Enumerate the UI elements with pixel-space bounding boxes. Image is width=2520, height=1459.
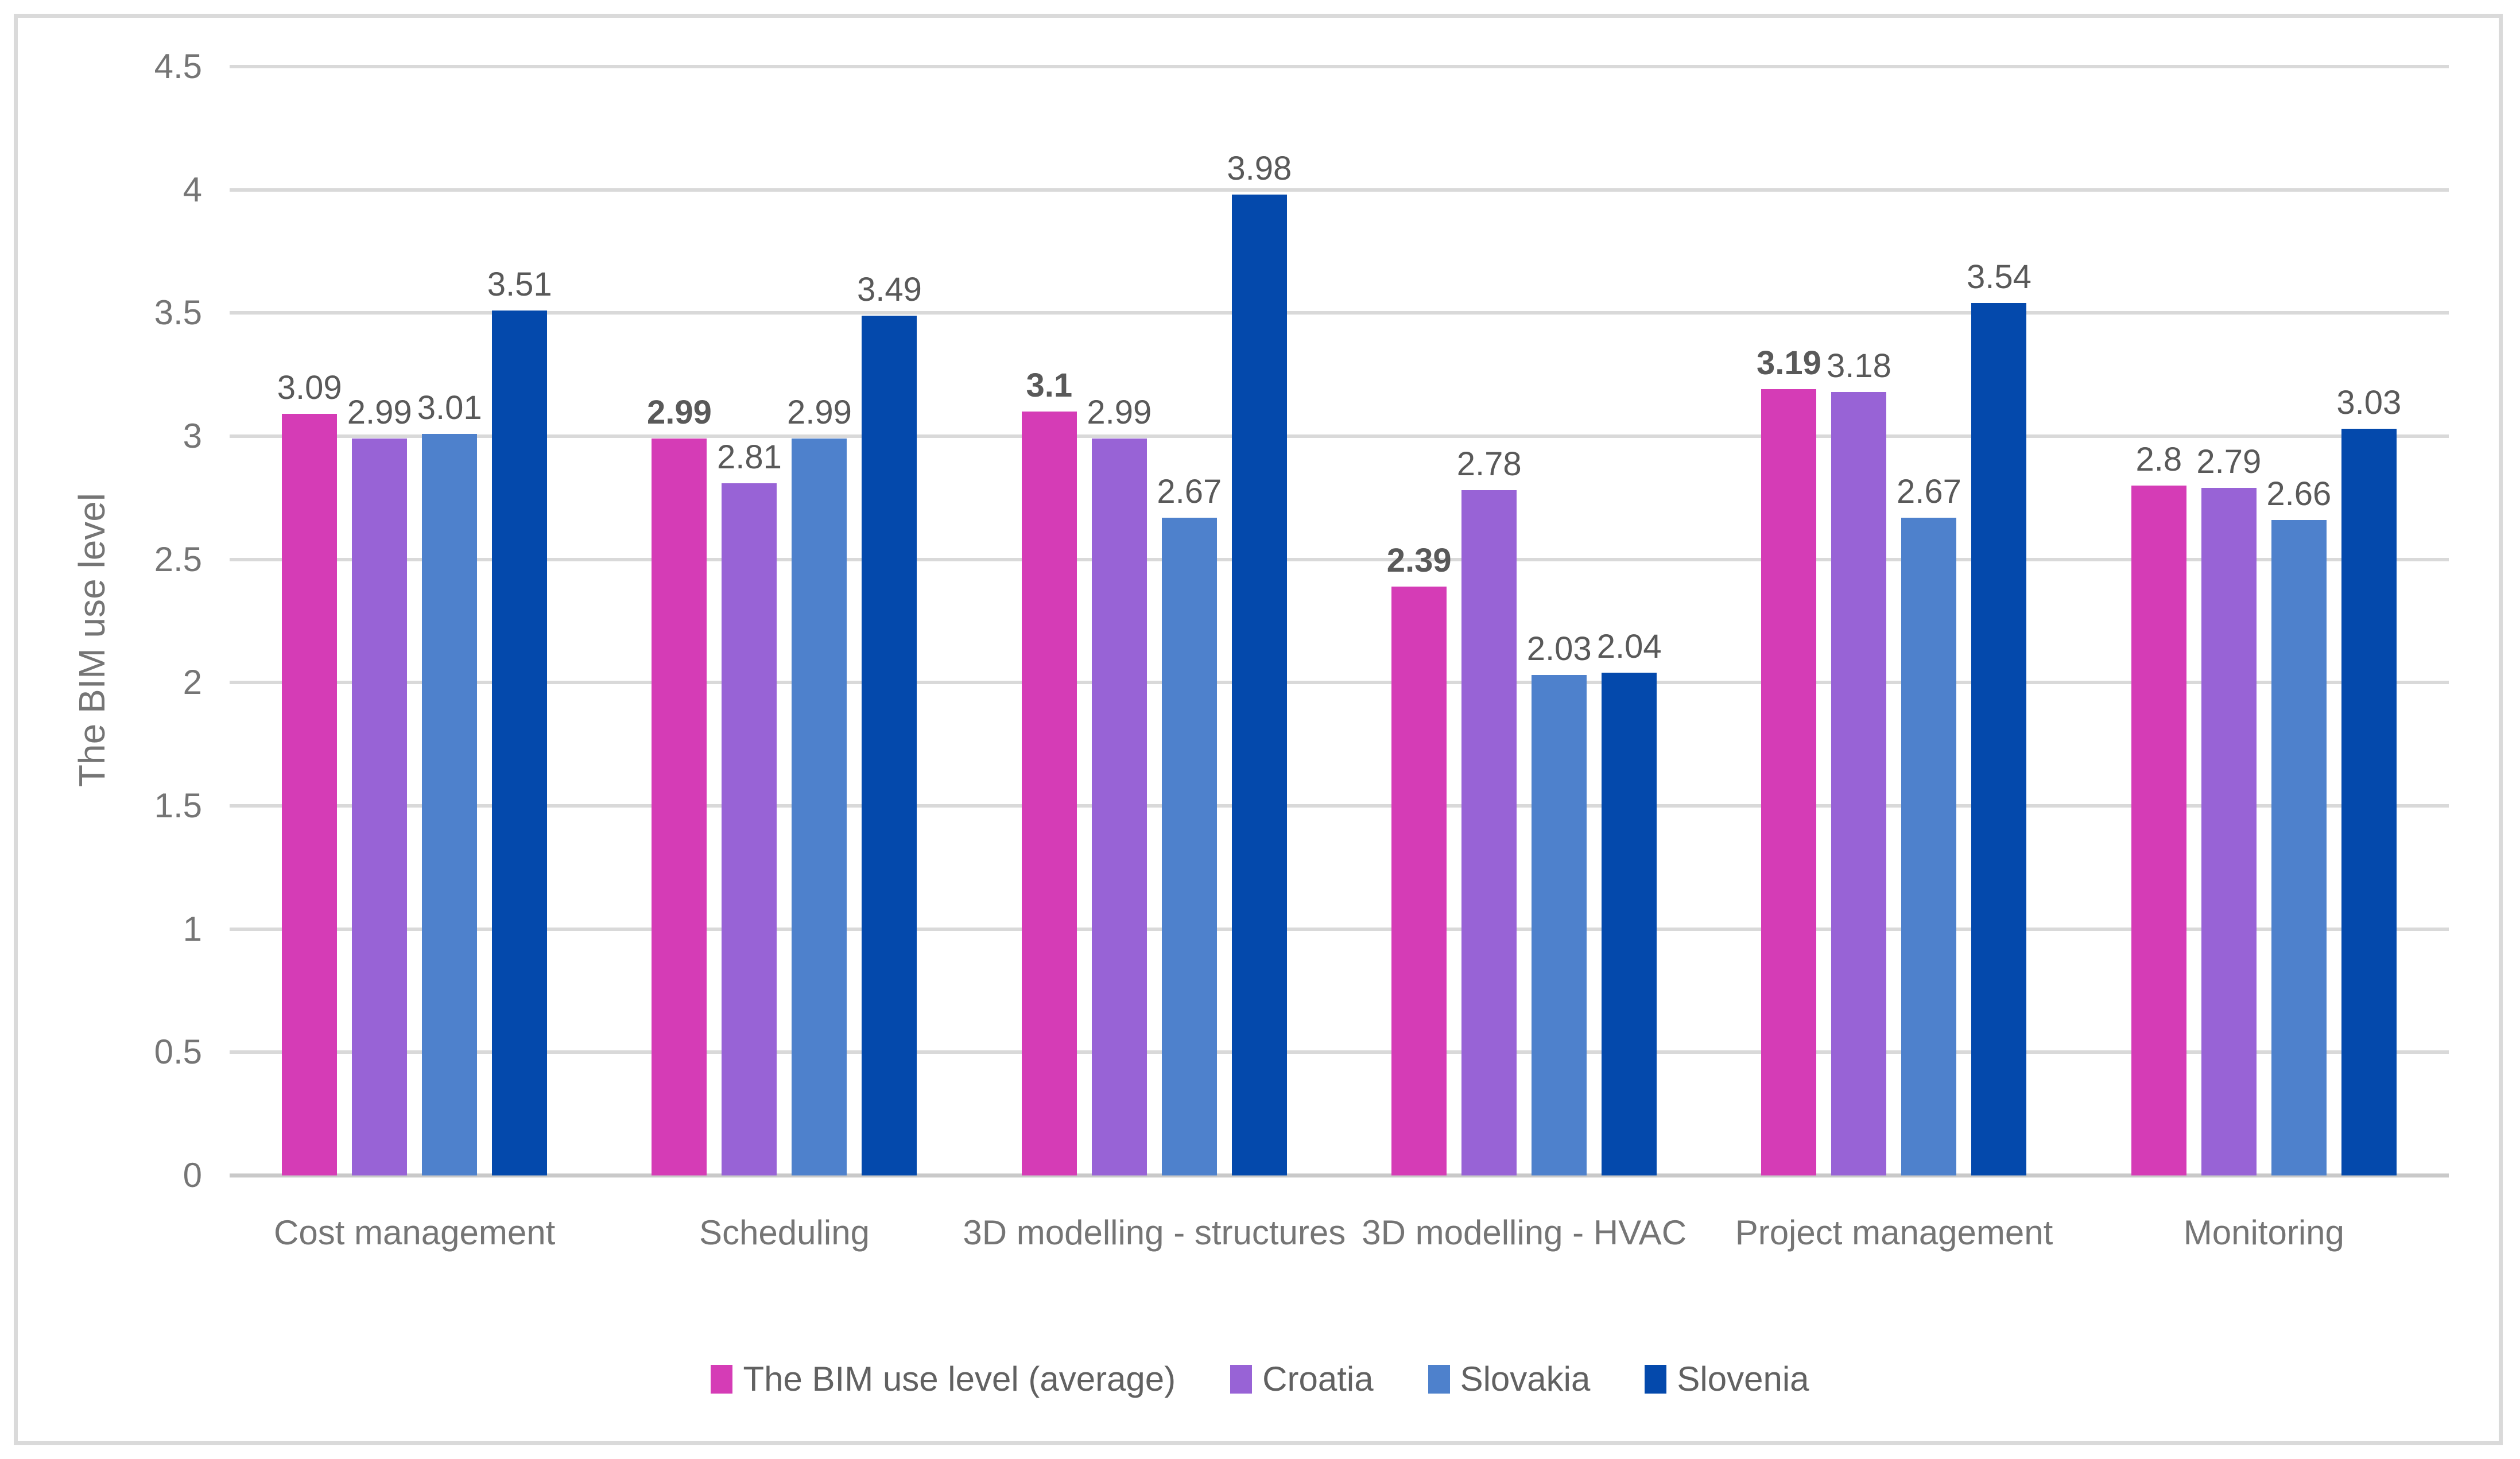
bar-slovenia-2: [862, 315, 917, 1175]
y-tick-label-0.5: 0.5: [154, 1033, 202, 1072]
y-tick-label-1: 1: [183, 909, 202, 948]
bar-croatia-1: [352, 439, 408, 1175]
gridline-1.5: [230, 804, 2449, 808]
bar-the-bim-use-level-average-3: [1021, 412, 1077, 1175]
bar-group-4: 2.39 2.78 2.03 2.04: [1339, 67, 1709, 1175]
bar-value-label: 2.04: [1596, 628, 1662, 666]
bar-value-label: 3.19: [1757, 344, 1821, 382]
y-tick-label-4: 4: [183, 170, 202, 209]
y-tick-label-3.5: 3.5: [154, 293, 202, 332]
bar-slovenia-5: [1971, 303, 2027, 1175]
bar-value-label: 2.79: [2196, 443, 2262, 481]
category-label-6: Monitoring: [2183, 1213, 2344, 1252]
bar-slovakia-1: [422, 433, 478, 1175]
bar-value-label: 3.01: [417, 389, 482, 426]
y-axis-tick-labels: 4.5 4 3.5 3 2.5 2 1.5 1 0.5 0: [46, 49, 202, 1193]
legend-item-2: Croatia: [1230, 1359, 1374, 1399]
legend-label: The BIM use level (average): [743, 1360, 1176, 1398]
bar-value-label: 2.81: [717, 438, 782, 476]
bar-value-label: 2.39: [1386, 541, 1452, 579]
y-tick-label-1.5: 1.5: [154, 786, 202, 825]
legend-swatch-icon: [711, 1364, 733, 1394]
gridline-1: [230, 927, 2449, 931]
bar-slovenia-6: [2341, 429, 2397, 1175]
legend-label: Slovakia: [1460, 1360, 1591, 1398]
gridline-2.5: [230, 557, 2449, 561]
gridline-2: [230, 681, 2449, 685]
legend-swatch-icon: [1645, 1364, 1667, 1394]
bar-croatia-4: [1461, 490, 1517, 1175]
bar-the-bim-use-level-average-4: [1391, 586, 1447, 1175]
bar-value-label: 2.03: [1526, 630, 1592, 668]
bar-the-bim-use-level-average-5: [1761, 389, 1817, 1175]
y-tick-label-2.5: 2.5: [154, 540, 202, 579]
gridline-4.5: [230, 65, 2449, 68]
gridline-3.5: [230, 311, 2449, 315]
y-tick-label-2: 2: [183, 663, 202, 702]
bar-group-1: 3.09 2.99 3.01 3.51: [230, 67, 599, 1175]
bar-group-6: 2.8 2.79 2.66 3.03: [2079, 67, 2449, 1175]
category-label-3: 3D modelling - structures: [963, 1213, 1346, 1252]
bar-croatia-3: [1091, 439, 1147, 1175]
bar-value-label: 2.78: [1456, 445, 1522, 483]
bar-slovenia-3: [1231, 195, 1287, 1175]
bar-slovakia-2: [792, 439, 847, 1175]
category-label-2: Scheduling: [699, 1213, 870, 1252]
legend-item-3: Slovakia: [1428, 1359, 1591, 1399]
legend-label: Croatia: [1262, 1360, 1374, 1398]
bar-value-label: 3.49: [857, 270, 922, 308]
legend-item-4: Slovenia: [1645, 1359, 1809, 1399]
bar-value-label: 3.03: [2336, 384, 2402, 422]
bar-value-label: 2.99: [347, 394, 412, 432]
bar-slovakia-5: [1901, 517, 1957, 1175]
category-label-4: 3D modelling - HVAC: [1362, 1213, 1687, 1252]
bar-value-label: 2.99: [647, 394, 712, 432]
bar-value-label: 2.67: [1897, 472, 1961, 510]
bar-the-bim-use-level-average-6: [2131, 485, 2186, 1175]
legend-swatch-icon: [1428, 1364, 1450, 1394]
x-axis-line: [230, 1173, 2449, 1178]
bar-croatia-6: [2201, 488, 2257, 1175]
bar-value-label: 3.98: [1227, 150, 1292, 188]
legend: The BIM use level (average) Croatia Slovak…: [0, 1359, 2520, 1399]
legend-swatch-icon: [1230, 1364, 1253, 1394]
bar-slovakia-4: [1532, 675, 1587, 1175]
bar-group-5: 3.19 3.18 2.67 3.54: [1709, 67, 2079, 1175]
bar-slovenia-1: [492, 311, 548, 1175]
bar-value-label: 2.67: [1157, 472, 1222, 510]
bar-croatia-2: [722, 483, 777, 1175]
legend-item-1: The BIM use level (average): [711, 1359, 1176, 1399]
y-tick-label-0: 0: [183, 1156, 202, 1194]
bar-value-label: 2.99: [787, 394, 852, 432]
bar-the-bim-use-level-average-1: [282, 414, 338, 1175]
bar-croatia-5: [1831, 391, 1887, 1175]
category-label-1: Cost management: [274, 1213, 556, 1252]
x-axis-category-labels: Cost management Scheduling 3D modelling - …: [230, 1202, 2449, 1374]
bar-value-label: 2.99: [1087, 394, 1152, 432]
y-tick-label-4.5: 4.5: [154, 47, 202, 86]
bar-group-3: 3.1 2.99 2.67 3.98: [970, 67, 1339, 1175]
gridline-3: [230, 434, 2449, 438]
bar-value-label: 3.51: [487, 266, 552, 304]
bar-value-label: 3.09: [277, 369, 342, 407]
bar-value-label: 3.1: [1026, 367, 1073, 405]
bar-value-label: 3.18: [1827, 347, 1891, 385]
legend-label: Slovenia: [1677, 1360, 1809, 1398]
bar-value-label: 2.8: [2135, 440, 2182, 478]
bar-slovenia-4: [1602, 673, 1657, 1175]
chart-frame-border: [14, 14, 2503, 1445]
category-label-5: Project management: [1735, 1213, 2053, 1252]
plot-area: 3.09 2.99 3.01 3.51 2.99 2.81 2.99 3.49 3.1 2.99 2…: [230, 65, 2449, 1178]
bar-value-label: 2.66: [2266, 475, 2332, 513]
bar-value-label: 3.54: [1967, 258, 2031, 296]
bar-group-2: 2.99 2.81 2.99 3.49: [599, 67, 969, 1175]
y-tick-label-3: 3: [183, 416, 202, 455]
bar-slovakia-6: [2271, 519, 2327, 1175]
bar-the-bim-use-level-average-2: [652, 439, 707, 1175]
gridline-0.5: [230, 1050, 2449, 1054]
gridline-4: [230, 188, 2449, 192]
bar-slovakia-3: [1161, 517, 1217, 1175]
